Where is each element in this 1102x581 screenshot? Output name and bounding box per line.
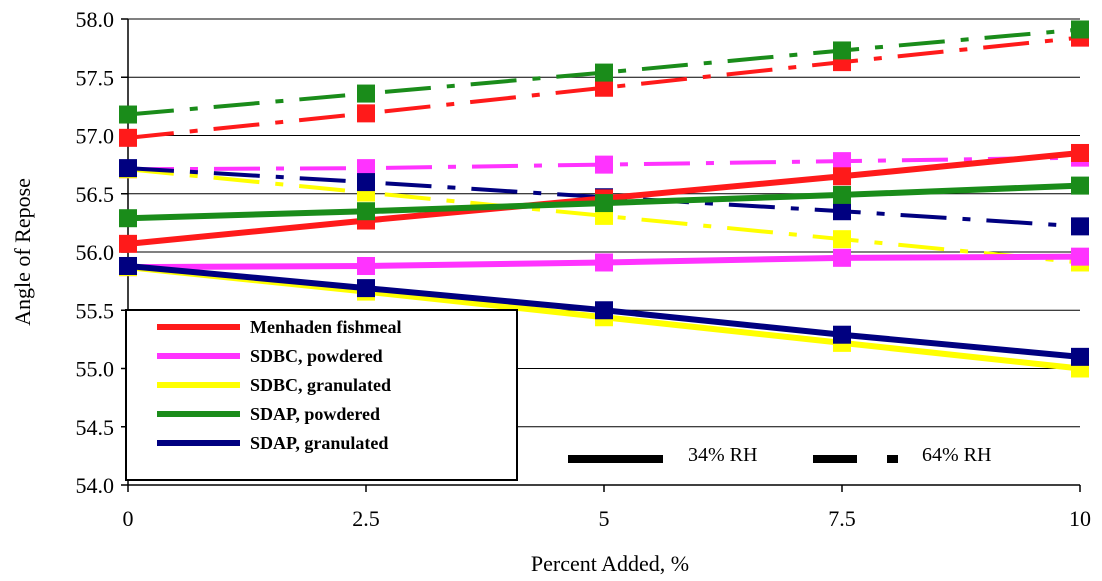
data-point [833,41,851,60]
data-point [357,256,375,275]
y-tick-label: 56.5 [76,182,115,207]
legend-label: SDAP, granulated [250,433,388,453]
series-menhaden-fishmeal-64rh [119,28,1089,147]
series-layer [119,20,1089,378]
rh-label: 64% RH [922,444,991,466]
legend-label: SDBC, powdered [250,346,383,366]
data-point [1071,143,1089,162]
legend-label: SDBC, granulated [250,375,391,395]
data-point [119,159,137,178]
y-tick-label: 55.0 [76,357,115,382]
legend-item: Menhaden fishmeal [157,317,402,337]
series-line [127,155,1081,172]
x-axis-label: Percent Added, % [531,551,689,576]
series-sdap-powdered-34rh [119,176,1089,228]
series-sdap-granulated-34rh [119,256,1089,366]
legend-item: SDAP, granulated [157,433,388,453]
data-point [357,202,375,221]
legend-label: SDAP, powdered [250,404,380,424]
rh-legend-item-solid: 34% RH [568,444,757,466]
data-point [119,234,137,253]
data-point [595,301,613,320]
y-tick-label: 54.0 [76,473,115,498]
data-point [595,78,613,97]
data-point [119,256,137,275]
x-tick-label: 2.5 [352,506,380,531]
data-point [119,105,137,124]
legend-item: SDBC, granulated [157,375,391,395]
x-tick-label: 0 [123,506,134,531]
legend-box [125,309,518,481]
y-tick-label: 57.5 [76,65,115,90]
data-point [833,325,851,344]
data-point [595,155,613,174]
data-point [1071,347,1089,366]
series-line [127,167,1081,265]
series-line [127,166,1081,229]
legend-label: Menhaden fishmeal [250,317,402,337]
y-axis-label: Angle of Repose [10,178,35,326]
legend-item: SDBC, powdered [157,346,383,366]
x-tick-label: 5 [599,506,610,531]
data-point [357,84,375,103]
data-point [119,209,137,228]
data-point [595,63,613,82]
rh-swatch-dash [813,455,857,463]
series-legend: Menhaden fishmeal SDBC, powdered SDBC, gra… [125,309,518,481]
data-point [833,202,851,221]
x-tick-labels: 0 2.5 5 7.5 10 [123,506,1092,531]
y-tick-label: 58.0 [76,7,115,32]
data-point [833,167,851,186]
y-tick-label: 56.0 [76,240,115,265]
data-point [833,185,851,204]
data-point [357,173,375,192]
rh-legend-item-dash: 64% RH [813,444,991,466]
rh-label: 34% RH [688,444,757,466]
x-tick-label: 7.5 [828,506,856,531]
rh-swatch-dot [887,455,898,463]
data-point [833,248,851,267]
data-point [1071,176,1089,195]
y-tick-label: 55.5 [76,298,115,323]
humidity-line-style-legend: 34% RH 64% RH [568,444,991,466]
y-tick-labels: 54.0 54.5 55.0 55.5 56.0 56.5 57.0 57.5 58.0 [76,7,115,498]
data-point [357,104,375,123]
data-point [595,194,613,213]
y-tick-label: 54.5 [76,415,115,440]
legend-items: Menhaden fishmeal SDBC, powdered SDBC, gra… [157,317,402,453]
x-tick-label: 10 [1069,506,1091,531]
data-point [1071,247,1089,266]
data-point [833,152,851,171]
data-point [833,230,851,249]
data-point [357,279,375,298]
series-line [127,27,1081,117]
series-line [127,35,1081,140]
data-point [357,159,375,178]
data-point [595,253,613,272]
series-sdap-powdered-64rh [119,20,1089,124]
data-point [119,128,137,147]
rh-swatch-solid [568,455,663,463]
data-point [1071,20,1089,39]
legend-item: SDAP, powdered [157,404,380,424]
data-point [1071,217,1089,236]
y-tick-label: 57.0 [76,124,115,149]
